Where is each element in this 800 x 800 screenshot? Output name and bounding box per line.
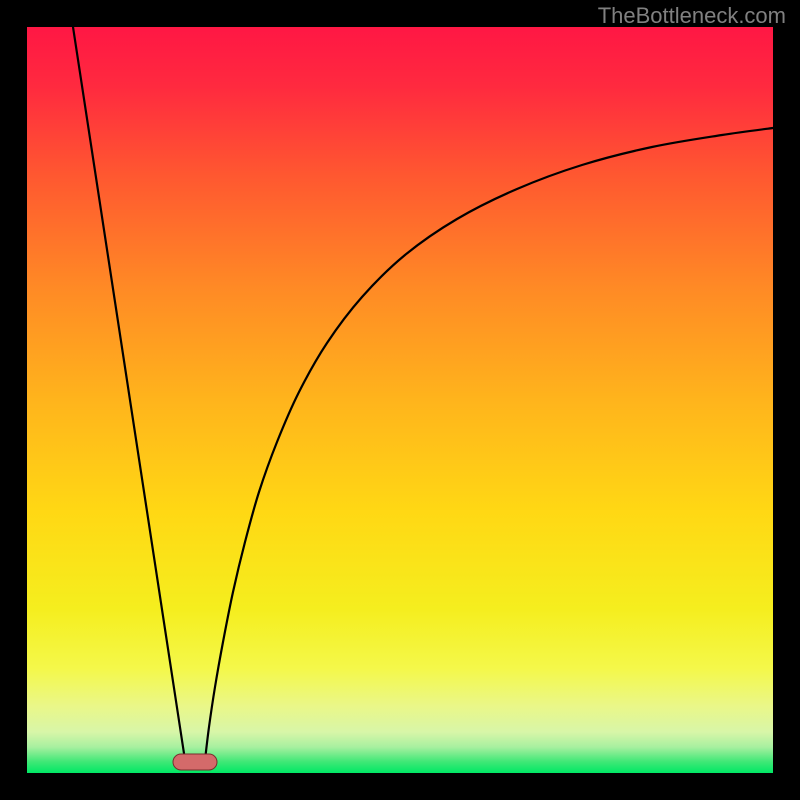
watermark-text: TheBottleneck.com (598, 3, 786, 29)
chart-svg (0, 0, 800, 800)
bottleneck-marker (173, 754, 217, 770)
chart-frame (0, 0, 800, 800)
heatmap-panel (27, 27, 773, 773)
